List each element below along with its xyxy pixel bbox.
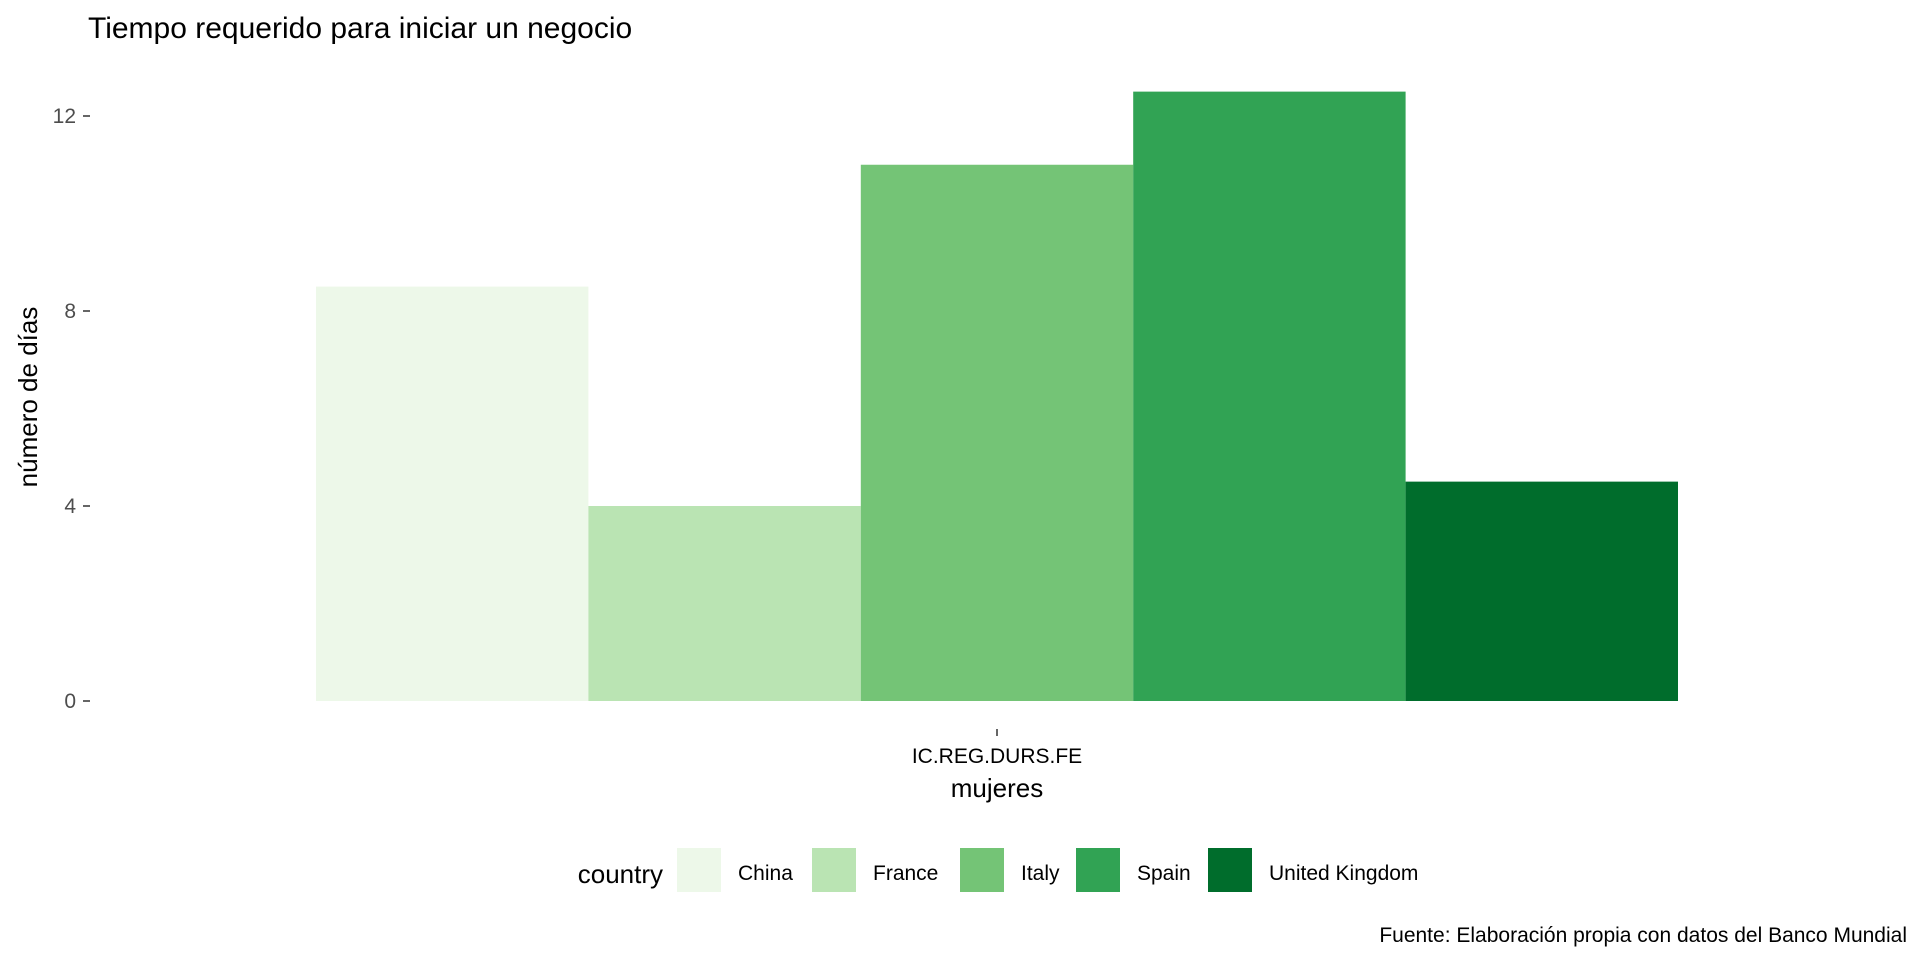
legend-label: China [738, 862, 793, 885]
y-tick-label: 4 [64, 495, 76, 518]
legend-key-italy [960, 848, 1004, 892]
legend: country China France Italy Spain United King… [578, 848, 1418, 892]
legend-key-china [677, 848, 721, 892]
y-tick-label: 0 [64, 690, 76, 713]
chart-title: Tiempo requerido para iniciar un negocio [88, 12, 632, 45]
source-caption: Fuente: Elaboración propia con datos del… [1379, 924, 1907, 947]
bars [316, 91, 1678, 701]
y-axis-label: número de días [13, 307, 43, 488]
y-axis: 0 4 8 12 [53, 105, 90, 713]
bar-china [316, 286, 589, 701]
legend-label: France [873, 862, 938, 885]
y-tick-label: 8 [64, 300, 76, 323]
y-tick-label: 12 [53, 105, 76, 128]
bar-france [588, 506, 861, 701]
bar-italy [860, 164, 1134, 701]
legend-label: Spain [1137, 862, 1191, 885]
legend-title: country [578, 859, 663, 889]
x-tick-label: IC.REG.DURS.FE [912, 745, 1082, 768]
legend-key-france [812, 848, 856, 892]
bar-united-kingdom [1405, 481, 1678, 701]
bar-spain [1133, 91, 1406, 701]
legend-label: Italy [1021, 862, 1060, 885]
legend-key-united-kingdom [1208, 848, 1252, 892]
x-axis: IC.REG.DURS.FE [912, 729, 1082, 768]
x-axis-label: mujeres [951, 773, 1043, 803]
legend-label: United Kingdom [1269, 862, 1418, 885]
legend-key-spain [1076, 848, 1120, 892]
